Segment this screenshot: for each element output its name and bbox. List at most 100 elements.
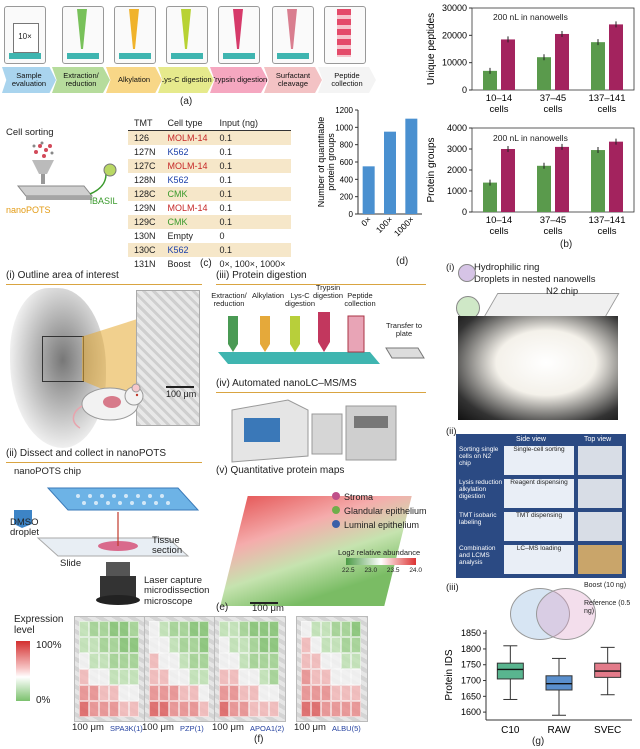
grid-cell: [239, 621, 249, 637]
step-peptide-collection: Peptide collection: [318, 67, 376, 93]
scale-bar-1: 100 μm: [166, 389, 197, 399]
grid-cell: [239, 685, 249, 701]
trypsin-tip: [218, 6, 260, 64]
y-tick-label: 1750: [461, 660, 481, 670]
grid-cell: [169, 685, 179, 701]
grid-cell: [351, 669, 361, 685]
surfactant-tip: [272, 6, 314, 64]
grid-cell: [89, 701, 99, 717]
x-tick-label: 0×: [359, 214, 373, 228]
grid-cell: [79, 653, 89, 669]
grid-cell: [129, 653, 139, 669]
panel-f-tag: (f): [254, 734, 264, 745]
step-sample-evaluation: Sample evaluation: [2, 67, 56, 93]
grid-cell: [189, 621, 199, 637]
x-tick-label-2: cells: [597, 226, 616, 237]
grid-cell: [301, 653, 311, 669]
extraction-tip: [62, 6, 104, 64]
tmt-table: TMT Cell type Input (ng) 126 MOLM-14 0.1 127…: [128, 116, 292, 271]
step-trypsin: Trypsin digestion: [210, 67, 268, 93]
grid-cell: [269, 669, 279, 685]
protein-name: ALBU(5): [332, 724, 361, 733]
x-tick-label: SVEC: [594, 725, 621, 736]
grid-cell: [199, 653, 209, 669]
boost-label: Boost (10 ng): [584, 582, 627, 589]
workflow-step-label: Lysis reduction alkylation digestion: [459, 479, 503, 501]
lysc-tip: [166, 6, 208, 64]
y-tick-label: 0: [462, 207, 467, 217]
grid-cell: [331, 637, 341, 653]
y-tick-label: 10000: [442, 58, 467, 68]
venn-b: [536, 588, 596, 640]
grid-cell: [301, 685, 311, 701]
grid-cell: [179, 621, 189, 637]
workflow-side-view: Reagent dispensing: [504, 479, 574, 508]
grid-cell: [259, 701, 269, 717]
y-tick-label: 2000: [447, 165, 467, 175]
g-iii-tag: (iii): [446, 582, 459, 593]
y-axis-label: Protein IDS: [444, 649, 455, 700]
grid-cell: [89, 669, 99, 685]
grid-cell: [149, 653, 159, 669]
chip-label: nanoPOTS chip: [14, 466, 82, 477]
grid-cell: [341, 621, 351, 637]
grid-cell: [219, 701, 229, 717]
x-tick-label-2: cells: [543, 104, 562, 115]
y-tick-label: 3000: [447, 144, 467, 154]
grid-cell: [189, 653, 199, 669]
panel-e: (i) Outline area of interest 100 μm (ii)…: [2, 268, 430, 614]
grid-cell: [331, 685, 341, 701]
grid-cell: [129, 621, 139, 637]
grid-cell: [89, 637, 99, 653]
grid-cell: [311, 685, 321, 701]
grid-cell: [109, 637, 119, 653]
x-tick-label: C10: [501, 725, 520, 736]
legend-luminal: Luminal epithelium: [344, 520, 420, 530]
y-tick-label: 200: [340, 193, 354, 202]
b-bot-note: 200 nL in nanowells: [493, 133, 568, 143]
table-row: 126 MOLM-14 0.1: [128, 130, 292, 145]
grid-cell: [249, 653, 259, 669]
f-scale-label: 100 μm: [294, 722, 326, 733]
e-step-3: Lys-C digestion: [284, 291, 316, 308]
y-tick-label: 600: [340, 158, 354, 167]
grid-cell: [351, 653, 361, 669]
y-tick-label: 0: [349, 210, 354, 219]
grid-cell: [119, 685, 129, 701]
y-tick-label: 1000: [447, 186, 467, 196]
grid-cell: [321, 669, 331, 685]
grid-cell: [119, 653, 129, 669]
bar: [483, 182, 497, 212]
y-tick-label: 4000: [447, 123, 467, 133]
y-axis-label: Unique peptides: [426, 13, 437, 85]
grid-cell: [249, 669, 259, 685]
y-tick-label: 800: [340, 141, 354, 150]
grid-cell: [89, 653, 99, 669]
lcm-label: Laser capture microdissection microscope: [144, 575, 210, 607]
workflow-top-view: [578, 512, 622, 541]
workflow-step-label: TMT isobaric labeling: [459, 512, 497, 527]
chip-name: N2 chip: [546, 286, 579, 297]
grid-cell: [79, 621, 89, 637]
grid-cell: [311, 621, 321, 637]
grid-cell: [239, 669, 249, 685]
bar: [537, 57, 551, 90]
legend-swatch: [332, 506, 340, 514]
step-iv-title: (iv) Automated nanoLC–MS/MS: [216, 378, 357, 389]
top-view-label: Top view: [584, 436, 612, 443]
grid-cell: [199, 701, 209, 717]
table-row: 130C K562 0.1: [128, 243, 292, 257]
grid-cell: [189, 701, 199, 717]
workflow-top-view: [578, 479, 622, 508]
x-tick-label: 137–141: [589, 93, 626, 104]
workflow-step-label: Combination and LCMS analysis: [459, 545, 496, 567]
grid-cell: [259, 669, 269, 685]
grid-cell: [149, 685, 159, 701]
expression-map-4: [296, 616, 368, 722]
grid-cell: [229, 653, 239, 669]
expression-grid: [79, 621, 139, 717]
alkylation-tip: [114, 6, 156, 64]
bar: [609, 24, 623, 90]
y-tick-label: 1800: [461, 644, 481, 654]
grid-cell: [179, 669, 189, 685]
